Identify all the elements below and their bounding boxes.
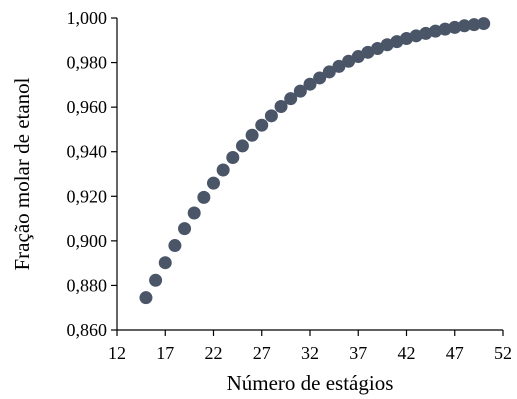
y-tick-label: 0,960 bbox=[67, 97, 108, 117]
x-tick-label: 37 bbox=[349, 343, 367, 363]
data-points bbox=[139, 17, 491, 305]
data-point bbox=[197, 190, 211, 204]
y-tick-label: 1,000 bbox=[67, 8, 108, 28]
y-tick-label: 0,920 bbox=[67, 186, 108, 206]
x-tick-label: 47 bbox=[446, 343, 464, 363]
y-tick-label: 0,860 bbox=[67, 320, 108, 340]
data-point bbox=[149, 273, 163, 287]
data-point bbox=[178, 222, 192, 236]
data-point bbox=[158, 256, 172, 270]
y-tick-label: 0,880 bbox=[67, 275, 108, 295]
data-point bbox=[284, 92, 298, 106]
x-tick-label: 17 bbox=[156, 343, 174, 363]
data-point bbox=[264, 109, 278, 123]
data-point bbox=[477, 17, 491, 31]
data-point bbox=[274, 99, 288, 113]
y-tick-label: 0,900 bbox=[67, 231, 108, 251]
data-point bbox=[207, 176, 220, 190]
data-point bbox=[313, 71, 327, 85]
x-tick-label: 12 bbox=[108, 343, 126, 363]
data-point bbox=[467, 18, 481, 32]
data-point bbox=[448, 20, 462, 34]
y-axis-ticks: 0,860 0,880 0,900 0,920 0,940 0,960 0,980 1,000 bbox=[67, 8, 117, 340]
x-tick-label: 27 bbox=[253, 343, 271, 363]
y-tick-label: 0,980 bbox=[67, 53, 108, 73]
data-point bbox=[332, 59, 346, 73]
data-point bbox=[245, 128, 259, 142]
data-point bbox=[255, 118, 269, 132]
data-point bbox=[187, 206, 201, 220]
data-point bbox=[139, 291, 153, 305]
x-tick-label: 32 bbox=[301, 343, 319, 363]
x-tick-label: 42 bbox=[398, 343, 416, 363]
data-point bbox=[226, 151, 240, 165]
data-point bbox=[303, 77, 317, 91]
y-axis-title: Fração molar de etanol bbox=[10, 77, 34, 270]
data-point bbox=[342, 54, 356, 68]
data-point bbox=[428, 24, 442, 38]
x-tick-label: 52 bbox=[494, 343, 512, 363]
data-point bbox=[168, 239, 182, 253]
y-tick-label: 0,940 bbox=[67, 142, 108, 162]
data-point bbox=[438, 22, 452, 36]
x-axis-ticks: 12 17 22 27 32 37 42 47 52 bbox=[108, 330, 512, 363]
data-point bbox=[293, 84, 307, 98]
x-tick-label: 22 bbox=[205, 343, 223, 363]
data-point bbox=[457, 19, 471, 33]
data-point bbox=[322, 65, 336, 79]
x-axis-title: Número de estágios bbox=[227, 371, 394, 395]
data-point bbox=[235, 139, 249, 153]
data-point bbox=[216, 163, 230, 177]
